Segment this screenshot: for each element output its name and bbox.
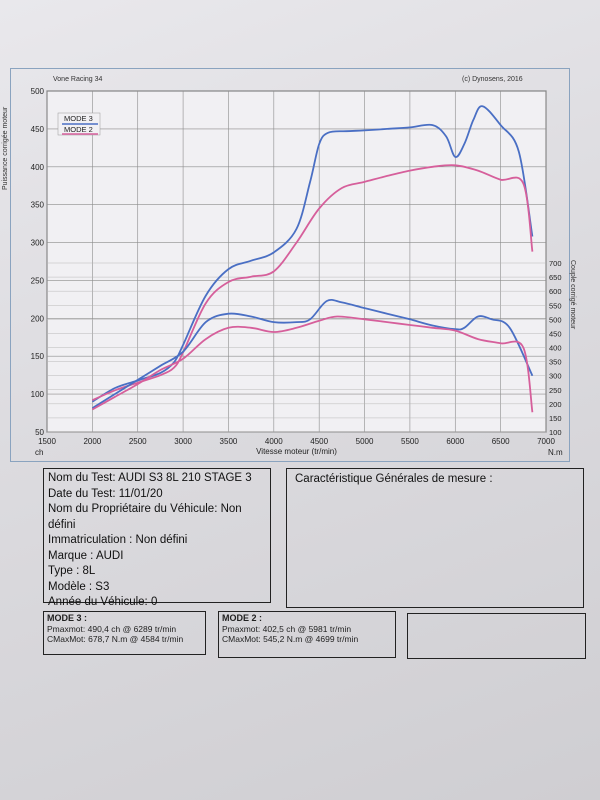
x-tick-label: 7000 [537,437,555,446]
y-right-tick-label: 550 [549,301,562,310]
y-right-tick-label: 700 [549,259,562,268]
x-tick-label: 2500 [129,437,147,446]
x-unit-left: ch [35,448,43,457]
y-right-tick-label: 450 [549,329,562,338]
test-info-box: Nom du Test: AUDI S3 8L 210 STAGE 3 Date… [43,468,271,608]
chart-frame [10,68,570,462]
y-axis-title-left: Puissance corrigée moteur [2,106,9,190]
chart-grid [46,90,547,433]
header-right: (c) Dynosens, 2016 [462,76,523,83]
y-right-tick-label: 200 [549,400,562,409]
mode2-pmax: Pmaxmot: 402,5 ch @ 5981 tr/min [222,623,352,634]
mode3-cmax: CMaxMot: 678,7 N.m @ 4584 tr/min [47,634,184,644]
mode2-cmax: CMaxMot: 545,2 N.m @ 4699 tr/min [222,634,359,644]
legend-label-mode2: MODE 2 [64,125,93,134]
owner-line-2: défini [48,518,76,531]
x-axis-title: Vitesse moteur (tr/min) [256,447,337,456]
mode3-title: MODE 3 : [47,613,88,623]
y-left-tick-label: 400 [31,163,45,172]
empty-box [407,613,586,659]
immatriculation: Immatriculation : Non défini [48,534,188,546]
marque: Marque : AUDI [48,549,124,562]
x-unit-right: N.m [548,448,563,457]
y-right-tick-label: 400 [549,344,562,353]
vehicle-type: Type : 8L [48,565,96,577]
x-tick-label: 3000 [174,437,192,446]
series-line-mode-3-power [91,105,534,403]
carac-title: Caractéristique Générales de mesure : [295,473,493,485]
x-tick-label: 4500 [310,437,328,446]
y-left-tick-label: 350 [31,201,45,210]
x-tick-label: 3500 [220,437,238,446]
dyno-chart: 1500 2000 2500 3000 3500 4000 4500 5000 5500 6000… [31,87,563,457]
y-left-tick-label: 300 [31,239,45,248]
series-line-mode-3-torque [91,298,534,409]
plot-area [46,90,547,433]
owner-line-1: Nom du Propriétaire du Véhicule: Non [48,503,242,515]
x-tick-label: 6000 [446,437,464,446]
mode3-summary-box: MODE 3 : Pmaxmot: 490,4 ch @ 6289 tr/min… [43,611,206,655]
chart-lines [91,105,534,413]
x-tick-label: 5000 [356,437,374,446]
measure-characteristics-box: Caractéristique Générales de mesure : [286,468,584,608]
y-left-tick-label: 250 [31,276,45,285]
y-left-tick-label: 50 [35,428,44,437]
chart-legend: MODE 3 MODE 2 [57,112,101,136]
y-right-tick-label: 150 [549,414,562,423]
y-right-tick-label: 600 [549,287,562,296]
y-right-tick-label: 500 [549,315,562,324]
y-axis-title-right: Couple corrigé moteur [569,260,576,330]
y-left-tick-label: 100 [31,390,45,399]
y-right-tick-label: 350 [549,358,562,367]
series-line-mode-2-torque [91,315,534,413]
legend-label-mode3: MODE 3 [64,114,93,123]
chart-ticks: 1500 2000 2500 3000 3500 4000 4500 5000 5500 6000… [31,87,563,457]
mode2-summary-box: MODE 2 : Pmaxmot: 402,5 ch @ 5981 tr/min… [218,611,396,658]
x-tick-label: 6500 [492,437,510,446]
y-left-tick-label: 500 [31,87,45,96]
y-right-tick-label: 300 [549,372,562,381]
x-tick-label: 1500 [38,437,56,446]
y-right-tick-label: 650 [549,273,562,282]
modele: Modèle : S3 [48,580,110,593]
y-left-tick-label: 200 [31,314,45,323]
test-date: Date du Test: 11/01/20 [48,487,163,500]
x-tick-label: 4000 [265,437,283,446]
annee: Année du Véhicule: 0 [48,596,158,608]
test-name: Nom du Test: AUDI S3 8L 210 STAGE 3 [48,472,252,484]
x-tick-label: 2000 [83,437,101,446]
y-right-tick-label: 250 [549,386,562,395]
y-left-tick-label: 450 [31,125,45,134]
mode2-title: MODE 2 : [222,613,263,623]
y-left-tick-label: 150 [31,352,45,361]
mode3-pmax: Pmaxmot: 490,4 ch @ 6289 tr/min [47,623,177,634]
series-line-mode-2-power [92,164,534,402]
y-right-tick-label: 100 [549,428,562,437]
x-tick-label: 5500 [401,437,419,446]
header-left: Vone Racing 34 [53,76,103,83]
